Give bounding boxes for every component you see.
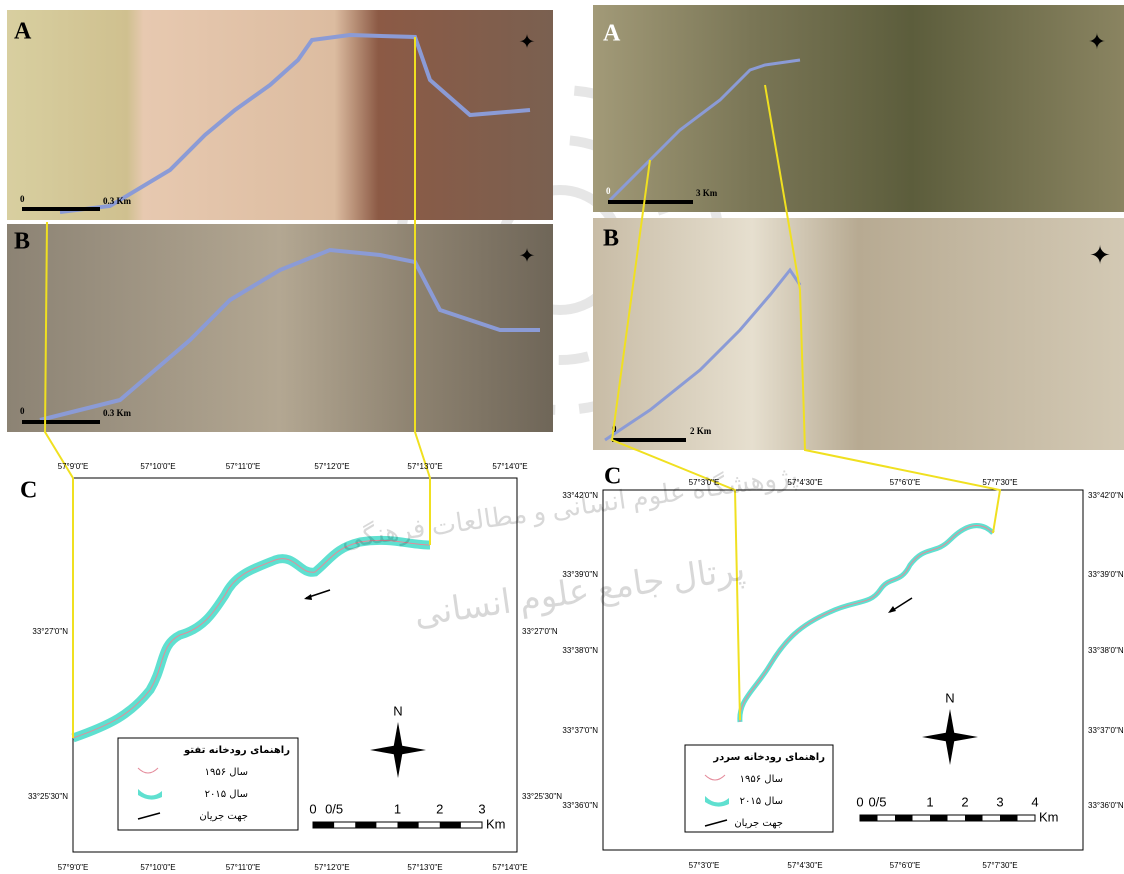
latitude-label: 33°27'0"N bbox=[32, 627, 68, 636]
longitude-label: 57°12'0"E bbox=[314, 462, 349, 471]
longitude-label: 57°3'0"E bbox=[689, 861, 720, 870]
longitude-label: 57°4'30"E bbox=[787, 478, 822, 487]
scale-tick-label: 0 bbox=[309, 801, 316, 816]
legend-item: سال ۲۰۱۵ bbox=[740, 796, 783, 807]
legend-title: راهنمای رودخانه تفتو bbox=[183, 745, 290, 756]
latitude-label: 33°42'0"N bbox=[1088, 491, 1124, 500]
scale-bar-segment bbox=[930, 815, 948, 821]
longitude-label: 57°3'0"E bbox=[689, 478, 720, 487]
panel-label: A bbox=[603, 21, 621, 47]
longitude-label: 57°14'0"E bbox=[492, 863, 527, 872]
scale-tick-label: 0/5 bbox=[868, 794, 886, 809]
legend-item: سال ۱۹۵۶ bbox=[205, 767, 248, 778]
scale-tick-label: 0 bbox=[856, 794, 863, 809]
longitude-label: 57°13'0"E bbox=[407, 462, 442, 471]
satellite-image bbox=[593, 5, 1124, 212]
scale-bar bbox=[22, 420, 100, 424]
scale-bar-segment bbox=[965, 815, 983, 821]
latitude-label: 33°38'0"N bbox=[562, 646, 598, 655]
longitude-label: 57°7'30"E bbox=[982, 861, 1017, 870]
scale-bar bbox=[22, 207, 100, 211]
north-label: N bbox=[945, 690, 954, 705]
panel-label: C bbox=[20, 478, 37, 504]
scale-tick-label: 1 bbox=[394, 801, 401, 816]
hillshade-image bbox=[593, 218, 1124, 450]
figure: A 0 0.3 Km ✦ B 0 0.3 Km ✦ A 0 3 Km ✦ B 0… bbox=[0, 0, 1124, 874]
latitude-label: 33°36'0"N bbox=[562, 801, 598, 810]
scale-unit: Km bbox=[1039, 809, 1059, 824]
latitude-label: 33°39'0"N bbox=[562, 570, 598, 579]
scale-bar-segment bbox=[355, 822, 376, 828]
north-icon: ✦ bbox=[519, 246, 536, 268]
longitude-label: 57°6'0"E bbox=[890, 861, 921, 870]
scale-bar-segment bbox=[313, 822, 334, 828]
scale-bar-segment bbox=[860, 815, 878, 821]
scale-label: 0.3 Km bbox=[103, 408, 132, 418]
legend-item: سال ۲۰۱۵ bbox=[205, 789, 248, 800]
north-label: N bbox=[393, 703, 402, 718]
latitude-label: 33°27'0"N bbox=[522, 627, 558, 636]
longitude-label: 57°13'0"E bbox=[407, 863, 442, 872]
latitude-label: 33°37'0"N bbox=[1088, 726, 1124, 735]
north-icon: ✦ bbox=[519, 32, 536, 54]
longitude-label: 57°9'0"E bbox=[58, 462, 89, 471]
scale-label: 0.3 Km bbox=[103, 196, 132, 206]
longitude-label: 57°12'0"E bbox=[314, 863, 349, 872]
latitude-label: 33°38'0"N bbox=[1088, 646, 1124, 655]
scale-tick-label: 4 bbox=[1031, 794, 1038, 809]
panel-label: A bbox=[14, 19, 32, 45]
scale-bar-segment bbox=[895, 815, 913, 821]
longitude-label: 57°11'0"E bbox=[226, 863, 261, 872]
scale-label: 3 Km bbox=[696, 188, 718, 198]
scale-tick-label: 2 bbox=[436, 801, 443, 816]
scale-label: 0 bbox=[20, 194, 25, 204]
latitude-label: 33°42'0"N bbox=[562, 491, 598, 500]
latitude-label: 33°39'0"N bbox=[1088, 570, 1124, 579]
legend-item: جهت جریان bbox=[199, 811, 248, 822]
scale-label: 0 bbox=[20, 406, 25, 416]
scale-unit: Km bbox=[486, 816, 506, 831]
longitude-label: 57°6'0"E bbox=[890, 478, 921, 487]
latitude-label: 33°25'30"N bbox=[522, 792, 562, 801]
latitude-label: 33°25'30"N bbox=[28, 792, 68, 801]
north-icon: ✦ bbox=[1088, 29, 1106, 54]
hillshade-image bbox=[7, 224, 553, 432]
scale-bar bbox=[612, 438, 686, 442]
panel-label: B bbox=[603, 226, 619, 252]
scale-bar-segment bbox=[440, 822, 461, 828]
longitude-label: 57°10'0"E bbox=[140, 462, 175, 471]
legend-title: راهنمای رودخانه سردر bbox=[712, 752, 825, 763]
latitude-label: 33°36'0"N bbox=[1088, 801, 1124, 810]
scale-bar bbox=[608, 200, 693, 204]
scale-tick-label: 3 bbox=[478, 801, 485, 816]
panel-label: B bbox=[14, 229, 30, 255]
map-frame bbox=[603, 490, 1083, 850]
scale-label: 0 bbox=[606, 186, 611, 196]
longitude-label: 57°7'30"E bbox=[982, 478, 1017, 487]
latitude-label: 33°37'0"N bbox=[562, 726, 598, 735]
scale-bar-segment bbox=[1000, 815, 1018, 821]
scale-bar-segment bbox=[398, 822, 419, 828]
longitude-label: 57°11'0"E bbox=[226, 462, 261, 471]
longitude-label: 57°10'0"E bbox=[140, 863, 175, 872]
scale-label: 2 Km bbox=[690, 426, 712, 436]
scale-tick-label: 3 bbox=[996, 794, 1003, 809]
legend-item: سال ۱۹۵۶ bbox=[740, 774, 783, 785]
scale-tick-label: 0/5 bbox=[325, 801, 343, 816]
scale-tick-label: 1 bbox=[926, 794, 933, 809]
longitude-label: 57°9'0"E bbox=[58, 863, 89, 872]
legend-item: جهت جریان bbox=[734, 818, 783, 829]
scale-tick-label: 2 bbox=[961, 794, 968, 809]
longitude-label: 57°14'0"E bbox=[492, 462, 527, 471]
longitude-label: 57°4'30"E bbox=[787, 861, 822, 870]
north-icon: ✦ bbox=[1089, 241, 1111, 270]
